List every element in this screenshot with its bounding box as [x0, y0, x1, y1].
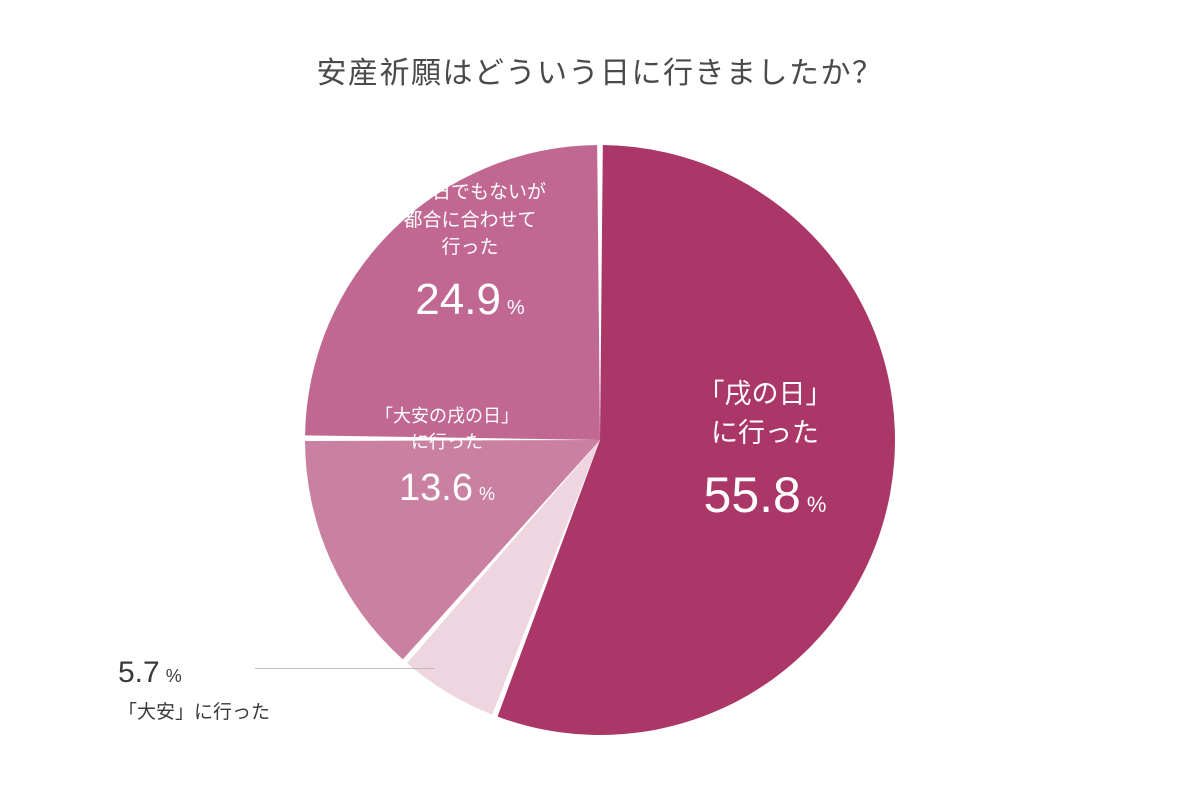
pie-slice-label: 何の日でもないが都合に合わせて行った 24.9% — [370, 179, 570, 331]
slice-value: 55.8 — [704, 459, 801, 532]
pie-external-label: 5.7% 「大安」に行った — [118, 650, 270, 728]
chart-title: 安産祈願はどういう日に行きましたか？ — [317, 48, 884, 92]
pie-slice-label: 「大安の戌の日」に行った 13.6% — [357, 403, 537, 516]
leader-line — [255, 668, 435, 669]
slice-label-line: 「大安の戌の日」 — [357, 403, 537, 429]
slice-value: 13.6 — [399, 461, 473, 516]
percent-symbol: % — [479, 481, 495, 507]
percent-symbol: % — [807, 489, 827, 521]
percent-symbol: % — [507, 294, 525, 323]
pie-slice-label: 「戌の日」に行った 55.8% — [655, 375, 875, 532]
slice-label-line: 都合に合わせて — [370, 207, 570, 235]
slice-label-line: に行った — [357, 429, 537, 455]
pie-chart: 「戌の日」に行った55.8%「大安の戌の日」に行った13.6%何の日でもないが都… — [305, 145, 895, 735]
slice-label-line: に行った — [655, 414, 875, 453]
slice-label-line: 「大安」に行った — [118, 699, 270, 728]
slice-label-line: 何の日でもないが — [370, 179, 570, 207]
slice-value: 5.7 — [118, 650, 160, 695]
slice-label-line: 「戌の日」 — [655, 375, 875, 414]
slice-value: 24.9 — [415, 268, 501, 332]
percent-symbol: % — [166, 663, 182, 690]
slice-label-line: 行った — [370, 234, 570, 262]
